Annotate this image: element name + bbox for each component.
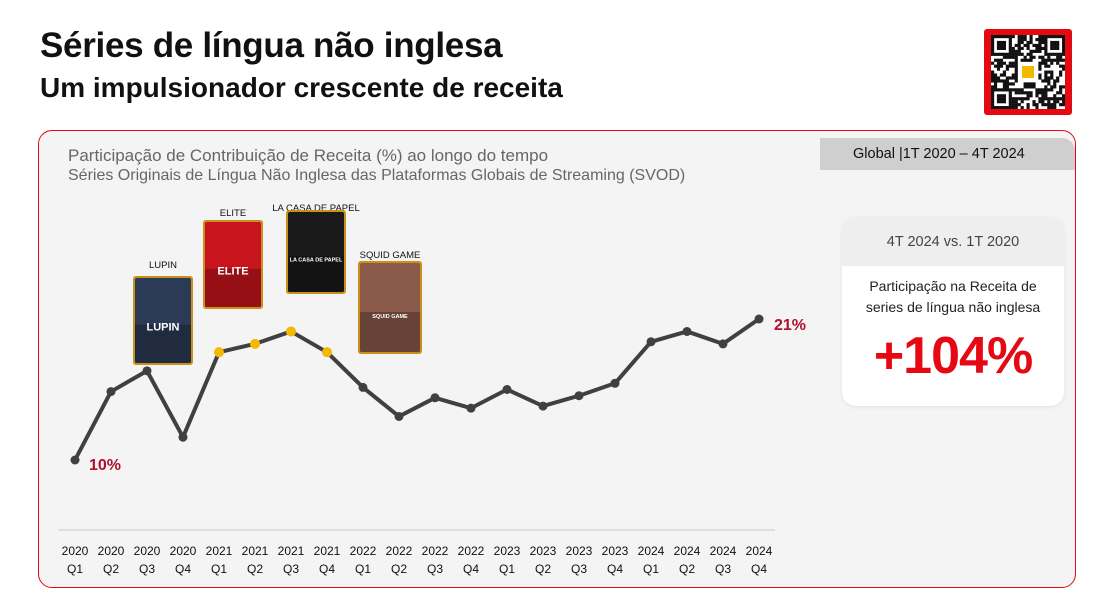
data-point <box>142 366 152 376</box>
poster-shade <box>205 268 261 307</box>
poster-image <box>135 278 191 363</box>
x-tick-year: 2021 <box>242 544 269 558</box>
data-point <box>394 411 404 421</box>
poster-shade <box>288 256 344 292</box>
series-line <box>73 317 761 462</box>
x-tick-quarter: Q1 <box>355 562 371 576</box>
card-header: 4T 2024 vs. 1T 2020 <box>842 217 1064 266</box>
data-label: 21% <box>774 317 806 334</box>
poster-image <box>205 222 261 307</box>
data-point <box>178 432 188 442</box>
page-title: Séries de língua não inglesa <box>40 26 503 65</box>
data-point <box>70 455 80 465</box>
x-tick-quarter: Q3 <box>571 562 587 576</box>
x-tick-quarter: Q4 <box>319 562 335 576</box>
x-tick-quarter: Q1 <box>643 562 659 576</box>
x-tick-year: 2024 <box>710 544 737 558</box>
x-tick-quarter: Q4 <box>751 562 767 576</box>
page-subtitle: Um impulsionador crescente de receita <box>40 72 563 103</box>
card-value: +104% <box>873 327 1033 385</box>
scope-tag: Global |1T 2020 – 4T 2024 <box>820 138 1075 170</box>
x-tick-year: 2024 <box>746 544 773 558</box>
data-label: 10% <box>89 457 121 474</box>
x-tick-quarter: Q2 <box>391 562 407 576</box>
poster-text: LUPIN <box>147 322 180 334</box>
x-tick-year: 2022 <box>422 544 449 558</box>
x-tick-quarter: Q3 <box>715 562 731 576</box>
x-tick-quarter: Q2 <box>247 562 263 576</box>
data-point <box>610 378 620 388</box>
x-tick-quarter: Q1 <box>499 562 515 576</box>
annotation-title: LUPIN <box>149 260 177 271</box>
x-tick-year: 2020 <box>170 544 197 558</box>
qr-code-pattern <box>991 35 1065 109</box>
x-tick-year: 2022 <box>350 544 377 558</box>
data-point <box>538 401 548 411</box>
data-point <box>214 347 224 358</box>
x-tick-year: 2024 <box>674 544 701 558</box>
data-point <box>466 403 476 413</box>
x-tick-quarter: Q4 <box>463 562 479 576</box>
x-tick-year: 2021 <box>278 544 305 558</box>
x-tick-quarter: Q2 <box>535 562 551 576</box>
poster-shade <box>360 311 420 352</box>
poster-text: SQUID GAME <box>372 314 408 320</box>
data-point <box>718 339 728 349</box>
x-tick-year: 2023 <box>494 544 521 558</box>
x-tick-quarter: Q3 <box>427 562 443 576</box>
data-point <box>286 326 296 337</box>
chart-title: Participação de Contribuição de Receita … <box>68 146 549 165</box>
card-label: Participação na Receita de series de lín… <box>865 278 1041 315</box>
x-tick-quarter: Q4 <box>175 562 191 576</box>
x-tick-year: 2022 <box>386 544 413 558</box>
data-point <box>106 387 116 397</box>
x-tick-year: 2022 <box>458 544 485 558</box>
growth-card: 4T 2024 vs. 1T 2020 Participação na Rece… <box>842 217 1064 406</box>
data-point <box>502 385 512 394</box>
x-tick-quarter: Q4 <box>607 562 623 576</box>
data-point <box>682 326 692 336</box>
x-tick-year: 2023 <box>530 544 557 558</box>
chart-subtitle: Séries Originais de Língua Não Inglesa d… <box>68 167 686 184</box>
x-tick-year: 2020 <box>62 544 89 558</box>
data-point <box>250 338 260 349</box>
poster-image <box>288 212 344 292</box>
annotation-title: ELITE <box>220 208 246 219</box>
data-point <box>754 314 764 324</box>
data-point <box>358 382 368 392</box>
data-point <box>322 347 332 358</box>
x-tick-quarter: Q1 <box>211 562 227 576</box>
poster-image <box>360 263 420 352</box>
x-tick-year: 2020 <box>134 544 161 558</box>
x-tick-year: 2021 <box>206 544 233 558</box>
x-tick-year: 2023 <box>602 544 629 558</box>
annotation-title: SQUID GAME <box>360 250 421 261</box>
x-tick-quarter: Q2 <box>103 562 119 576</box>
chart-panel <box>38 130 1076 588</box>
x-tick-quarter: Q3 <box>283 562 299 576</box>
x-tick-year: 2024 <box>638 544 665 558</box>
qr-code <box>984 29 1072 115</box>
poster-shade <box>135 324 191 363</box>
data-point <box>430 393 440 403</box>
x-tick-year: 2021 <box>314 544 341 558</box>
annotation-title: LA CASA DE PAPEL <box>272 203 359 214</box>
x-tick-quarter: Q2 <box>679 562 695 576</box>
poster-text: LA CASA DE PAPEL <box>290 258 343 264</box>
x-tick-year: 2023 <box>566 544 593 558</box>
data-point <box>574 391 584 401</box>
x-tick-quarter: Q3 <box>139 562 155 576</box>
qr-logo <box>1022 66 1034 78</box>
data-point <box>646 337 656 347</box>
x-tick-year: 2020 <box>98 544 125 558</box>
poster-text: ELITE <box>217 266 248 278</box>
x-tick-quarter: Q1 <box>67 562 83 576</box>
